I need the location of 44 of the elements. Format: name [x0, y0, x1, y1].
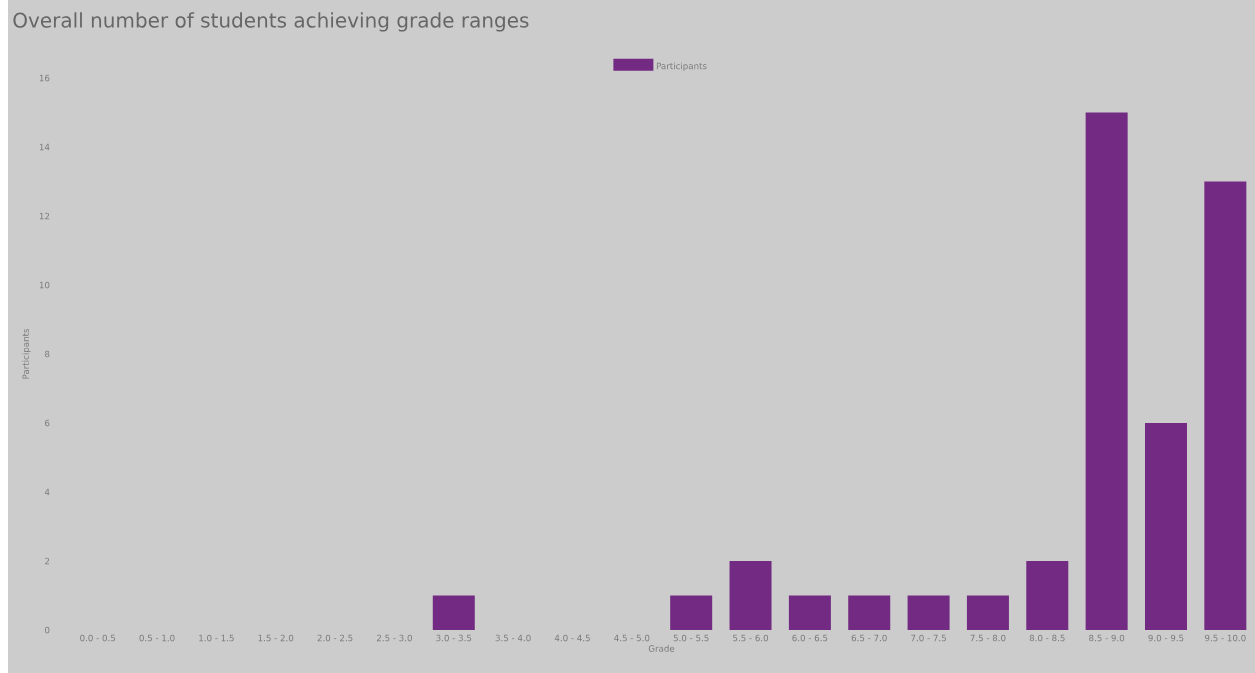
x-tick-label: 6.0 - 6.5: [792, 634, 828, 642]
x-tick-label: 3.5 - 4.0: [495, 634, 531, 642]
x-tick-label: 0.0 - 0.5: [80, 634, 116, 642]
y-tick-label: 14: [39, 143, 50, 151]
bar: [1026, 560, 1069, 630]
x-tick-label: 5.0 - 5.5: [673, 634, 709, 642]
y-tick-label: 2: [45, 557, 50, 565]
bar: [432, 595, 475, 630]
y-tick-label: 6: [45, 419, 50, 427]
x-tick-label: 2.5 - 3.0: [376, 634, 412, 642]
bar: [1204, 181, 1247, 630]
x-tick-label: 6.5 - 7.0: [851, 634, 887, 642]
bar: [966, 595, 1009, 630]
y-tick-label: 0: [45, 626, 50, 634]
y-tick-label: 16: [39, 74, 50, 82]
y-tick-label: 8: [45, 350, 50, 358]
x-tick-label: 9.0 - 9.5: [1148, 634, 1184, 642]
bar: [907, 595, 950, 630]
bar: [1085, 112, 1128, 630]
x-tick-label: 4.5 - 5.0: [614, 634, 650, 642]
y-tick-label: 12: [39, 212, 50, 220]
x-tick-label: 9.5 - 10.0: [1205, 634, 1246, 642]
x-tick-label: 7.0 - 7.5: [911, 634, 946, 642]
x-tick-label: 8.0 - 8.5: [1029, 634, 1065, 642]
x-tick-label: 1.5 - 2.0: [258, 634, 294, 642]
y-axis-title: Participants: [22, 328, 31, 379]
bar: [788, 595, 831, 630]
x-tick-label: 4.0 - 4.5: [554, 634, 590, 642]
legend-label: Participants: [656, 62, 707, 71]
x-tick-label: 5.5 - 6.0: [733, 634, 769, 642]
x-axis-title: Grade: [648, 645, 675, 652]
x-tick-label: 7.5 - 8.0: [970, 634, 1006, 642]
x-tick-label: 3.0 - 3.5: [436, 634, 472, 642]
bar: [1144, 422, 1187, 630]
bar: [670, 595, 713, 630]
y-tick-label: 4: [44, 488, 50, 496]
x-tick-label: 2.0 - 2.5: [317, 634, 353, 642]
bar: [729, 560, 772, 630]
bar: [848, 595, 891, 630]
x-tick-label: 8.5 - 9.0: [1089, 634, 1125, 642]
x-tick-label: 0.5 - 1.0: [139, 634, 175, 642]
y-tick-label: 10: [39, 281, 50, 289]
x-tick-label: 1.0 - 1.5: [199, 634, 234, 642]
chart-title: Overall number of students achieving grade ranges: [13, 12, 529, 32]
